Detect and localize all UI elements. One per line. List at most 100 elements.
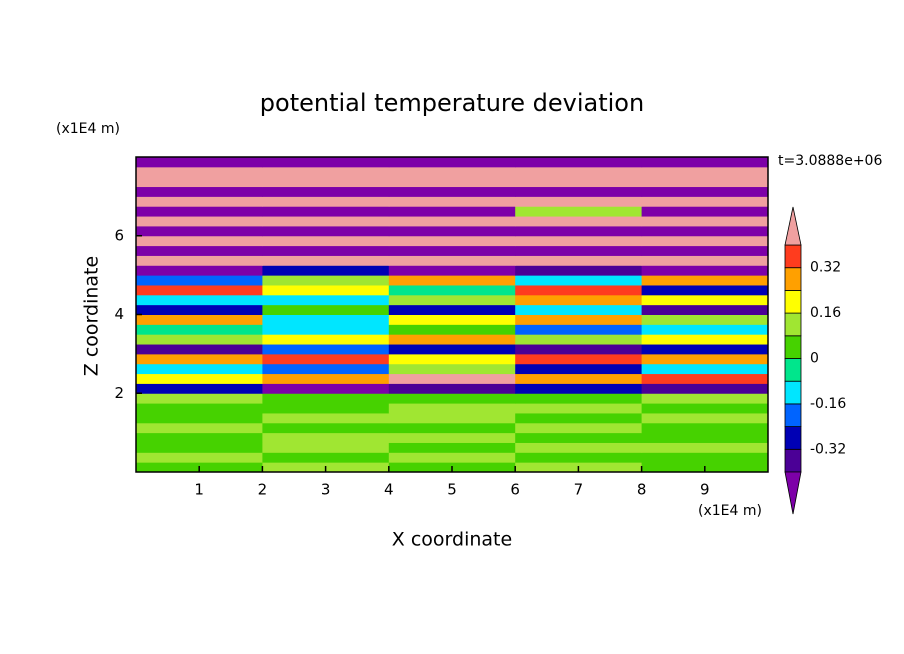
field-cell <box>388 344 516 355</box>
chart-title: potential temperature deviation <box>260 89 644 117</box>
colorbar-high-end <box>784 206 802 246</box>
field-cell <box>515 157 643 168</box>
field-cell <box>515 196 643 207</box>
field-cell <box>641 216 769 227</box>
field-cell <box>515 294 643 306</box>
y-unit: (x1E4 m) <box>56 121 120 137</box>
field-cell <box>641 324 769 335</box>
field-cell <box>515 166 643 178</box>
field-cell <box>388 265 516 276</box>
field-cell <box>515 442 643 453</box>
field-cell <box>388 206 516 217</box>
field-cell <box>136 314 263 325</box>
field-cell <box>515 255 643 266</box>
field-cell <box>136 403 263 414</box>
field <box>136 157 769 473</box>
field-cell <box>136 225 263 237</box>
field-cell <box>515 452 643 463</box>
colorbar-box <box>784 403 802 427</box>
field-cell <box>515 432 643 443</box>
field-cell <box>388 452 516 463</box>
x-tick-label: 1 <box>194 481 204 499</box>
field-cell <box>136 442 263 453</box>
field-cell <box>388 166 516 178</box>
field-cell <box>136 344 263 355</box>
field-cell <box>388 403 516 414</box>
field-cell <box>515 265 643 276</box>
field-cell <box>515 324 643 335</box>
colorbar-box <box>784 244 802 269</box>
field-cell <box>515 334 643 345</box>
colorbar-low-end <box>784 471 802 515</box>
field-cell <box>262 452 390 463</box>
field-cell <box>388 314 516 325</box>
x-tick-label: 8 <box>637 481 647 499</box>
x-tick-label: 6 <box>510 481 520 499</box>
colorbar-box <box>784 335 802 359</box>
field-cell <box>515 412 643 424</box>
field-cell <box>641 284 769 296</box>
colorbar-box <box>784 267 802 291</box>
colorbar-box <box>784 380 802 405</box>
field-cell <box>136 363 263 375</box>
field-cell <box>136 157 263 168</box>
y-axis-label: Z coordinate <box>81 256 103 376</box>
field-cell <box>262 304 390 315</box>
field-cell <box>388 393 516 404</box>
field-cell <box>388 176 516 188</box>
field-cell <box>136 304 263 315</box>
x-tick-label: 5 <box>447 481 457 499</box>
field-cell <box>136 255 263 266</box>
field-cell <box>641 432 769 443</box>
field-cell <box>262 225 390 237</box>
field-cell <box>515 245 643 256</box>
field-cell <box>262 166 390 178</box>
field-cell <box>136 412 263 424</box>
field-cell <box>515 176 643 188</box>
field-cell <box>262 275 390 286</box>
field-cell <box>641 314 769 325</box>
field-cell <box>641 304 769 315</box>
field-cell <box>388 324 516 335</box>
field-cell <box>388 383 516 394</box>
field-cell <box>262 353 390 365</box>
field-cell <box>641 344 769 355</box>
field-cell <box>641 186 769 197</box>
field-cell <box>136 373 263 384</box>
field-cell <box>262 363 390 375</box>
field-cell <box>641 393 769 404</box>
field-cell <box>641 334 769 345</box>
field-cell <box>641 383 769 394</box>
colorbar-label: 0.32 <box>810 260 841 276</box>
field-cell <box>515 284 643 296</box>
field-cell <box>641 265 769 276</box>
field-cell <box>641 275 769 286</box>
field-cell <box>262 186 390 197</box>
field-cell <box>136 206 263 217</box>
field-cell <box>388 284 516 296</box>
field-cell <box>388 255 516 266</box>
field-cell <box>388 225 516 237</box>
field-cell <box>641 363 769 375</box>
field-cell <box>515 275 643 286</box>
field-cell <box>641 294 769 306</box>
field-cell <box>262 245 390 256</box>
field-cell <box>136 383 263 394</box>
field-cell <box>262 432 390 443</box>
field-cell <box>515 383 643 394</box>
field-cell <box>641 196 769 207</box>
field-cell <box>388 235 516 247</box>
field-cell <box>262 314 390 325</box>
colorbar-label: -0.32 <box>810 441 846 457</box>
field-cell <box>388 216 516 227</box>
y-tick-label: 4 <box>114 305 124 323</box>
field-cell <box>515 422 643 434</box>
field-cell <box>136 176 263 188</box>
field-cell <box>641 166 769 178</box>
field-cell <box>136 265 263 276</box>
field-cell <box>388 304 516 315</box>
field-cell <box>388 412 516 424</box>
field-cell <box>136 245 263 256</box>
field-cell <box>262 176 390 188</box>
